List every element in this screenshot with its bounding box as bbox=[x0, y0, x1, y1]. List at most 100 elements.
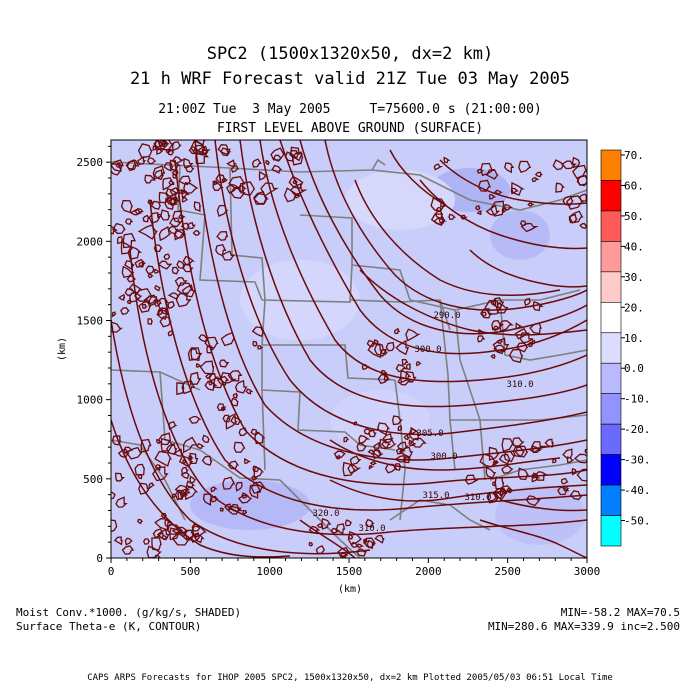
convective-contour bbox=[531, 176, 540, 183]
contour-line bbox=[479, 519, 587, 558]
contour-line bbox=[329, 439, 561, 471]
convective-contour bbox=[152, 466, 169, 482]
y-tick-label: 500 bbox=[83, 473, 103, 486]
convective-contour bbox=[510, 187, 519, 195]
colorbar-label: -50. bbox=[624, 515, 651, 528]
convective-contour bbox=[501, 437, 515, 453]
convective-contour bbox=[365, 518, 375, 528]
convective-contour bbox=[129, 292, 143, 303]
convective-contour bbox=[394, 454, 409, 463]
colorbar-swatch bbox=[600, 423, 622, 455]
convective-contour bbox=[190, 347, 201, 362]
convective-contour bbox=[219, 507, 225, 512]
convective-contour bbox=[381, 438, 397, 449]
colorbar-swatch bbox=[600, 393, 622, 425]
convective-contour bbox=[126, 159, 140, 172]
convective-contour bbox=[208, 380, 215, 386]
convective-contour bbox=[460, 214, 468, 220]
border-line bbox=[199, 449, 281, 481]
convective-contour bbox=[490, 354, 496, 359]
x-tick-label: 2500 bbox=[494, 565, 521, 578]
contour-line bbox=[129, 249, 587, 536]
convective-contour bbox=[492, 337, 510, 353]
convective-contour bbox=[527, 202, 536, 207]
convective-contour bbox=[251, 158, 262, 168]
convective-contour bbox=[379, 438, 392, 450]
convective-contour bbox=[252, 465, 261, 473]
convective-contour bbox=[181, 380, 195, 395]
convective-contour bbox=[146, 545, 162, 558]
contour-value-label: 315.0 bbox=[422, 491, 449, 501]
convective-contour bbox=[221, 250, 235, 261]
convective-contour bbox=[552, 458, 557, 464]
convective-contour bbox=[156, 297, 169, 310]
contour-value-label: 290.0 bbox=[433, 311, 460, 321]
contour-value-label: 310.0 bbox=[464, 493, 491, 503]
convective-contour bbox=[125, 446, 144, 460]
convective-contour bbox=[560, 477, 569, 485]
convective-contour bbox=[216, 204, 229, 218]
convective-contour bbox=[518, 160, 532, 173]
convective-contour bbox=[176, 260, 186, 270]
convective-contour bbox=[576, 174, 587, 187]
convective-contour bbox=[440, 201, 447, 208]
convective-contour bbox=[121, 265, 135, 279]
convective-contour bbox=[160, 209, 171, 221]
contour-labels: 290.0 300.0 310.0 305.0 300.0 315.0 320.0 310.0… bbox=[312, 311, 533, 534]
convective-contour bbox=[126, 275, 137, 283]
convective-contour bbox=[172, 172, 177, 179]
contour-line bbox=[354, 179, 561, 296]
convective-contour bbox=[117, 448, 130, 459]
colorbar-swatch bbox=[600, 332, 622, 364]
convective-contour bbox=[153, 140, 170, 151]
convective-contour bbox=[167, 301, 175, 310]
convective-contour bbox=[343, 436, 350, 443]
convective-contour bbox=[506, 487, 514, 494]
convective-contour bbox=[111, 225, 119, 235]
convective-contour bbox=[111, 159, 125, 172]
convective-contour bbox=[158, 191, 171, 204]
convective-contour bbox=[494, 189, 503, 195]
convective-contour bbox=[511, 181, 525, 196]
convective-contour bbox=[308, 541, 314, 547]
convective-contour bbox=[569, 490, 584, 501]
convective-contour bbox=[234, 379, 248, 394]
border-line bbox=[279, 479, 361, 558]
colorbar-label: 10. bbox=[624, 332, 644, 345]
convective-contour bbox=[143, 294, 159, 305]
convective-contour bbox=[491, 320, 505, 331]
convective-contour bbox=[138, 482, 151, 495]
convective-contour bbox=[531, 441, 547, 454]
shading-blotch bbox=[190, 480, 310, 530]
border-line bbox=[489, 459, 587, 481]
convective-contour bbox=[410, 426, 418, 436]
convective-contour bbox=[157, 140, 169, 148]
convective-contour bbox=[124, 260, 135, 270]
border-line bbox=[299, 214, 411, 301]
convective-contour bbox=[562, 448, 574, 459]
convective-contour bbox=[195, 140, 206, 147]
convective-contour bbox=[227, 370, 243, 382]
colorbar-label: 50. bbox=[624, 210, 644, 223]
convective-contour bbox=[335, 523, 346, 535]
convective-contour bbox=[392, 415, 403, 426]
contour-line bbox=[299, 140, 587, 335]
border-line bbox=[499, 299, 587, 361]
theta-e-contours bbox=[111, 140, 587, 558]
convective-contour bbox=[403, 456, 412, 464]
convective-contour bbox=[344, 519, 353, 527]
convective-contour bbox=[167, 148, 175, 156]
convective-contour bbox=[488, 193, 497, 200]
contour-value-label: 300.0 bbox=[414, 345, 441, 355]
convective-contour bbox=[179, 488, 191, 499]
convective-contour bbox=[367, 342, 382, 359]
convective-contour bbox=[160, 306, 169, 315]
border-line bbox=[261, 264, 353, 303]
convective-contour bbox=[385, 341, 396, 352]
convective-contour bbox=[356, 442, 367, 452]
convective-contour bbox=[363, 537, 376, 550]
convective-contour bbox=[154, 284, 161, 292]
convective-contour bbox=[124, 218, 134, 225]
y-axis: 0 500 1000 1500 2000 2500 bbox=[77, 145, 111, 565]
convective-contour bbox=[189, 475, 197, 484]
